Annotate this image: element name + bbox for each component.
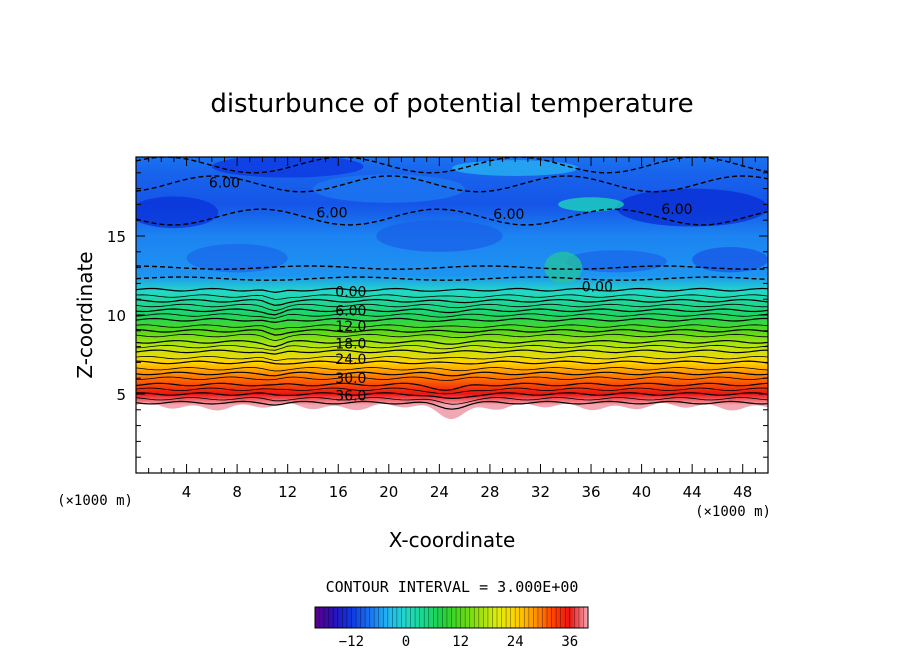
contour-solid-9 [136, 333, 768, 342]
contour-label-0: 6.00 [209, 175, 240, 191]
field-anomalies [136, 157, 768, 284]
contour-solid-11 [136, 344, 768, 351]
contour-label-2: 6.00 [493, 207, 524, 223]
contour-interval-label: CONTOUR INTERVAL = 3.000E+00 [326, 578, 579, 596]
x-tick-label-7: 32 [531, 483, 550, 501]
contour-solid-15 [136, 367, 768, 372]
contour-dashed-3 [136, 175, 768, 193]
anomaly-3 [312, 174, 465, 203]
x-tick-label-11: 48 [733, 483, 752, 501]
x-tick-label-10: 44 [683, 483, 702, 501]
contour-solid-1 [136, 294, 768, 300]
plot-area [136, 157, 768, 473]
cbar-tick-label-3: 24 [507, 634, 524, 650]
x-tick-label-9: 40 [632, 483, 651, 501]
contour-dashed-2 [136, 208, 768, 226]
contour-dashed-4 [136, 157, 768, 174]
contour-label-1: 6.00 [316, 205, 347, 221]
x-axis-unit-left: (×1000 m) [57, 493, 133, 509]
contour-dashed-0 [136, 276, 768, 281]
x-tick-label-5: 24 [430, 483, 449, 501]
y-tick-label-2: 15 [107, 228, 126, 246]
contour-solid-0 [136, 287, 768, 294]
cbar-tick-label-4: 36 [561, 634, 578, 650]
x-axis: 4 8 12 16 20 24 28 32 36 40 44 48 [148, 157, 756, 501]
x-tick-label-8: 36 [581, 483, 600, 501]
contour-label-3: 6.00 [661, 202, 692, 218]
contour-label-10: 30.0 [335, 371, 366, 387]
x-axis-label: X-coordinate [389, 528, 516, 552]
y-axis-label: Z-coordinate [73, 251, 97, 378]
contour-solid-21 [136, 397, 768, 405]
cbar-tick-label-2: 12 [452, 634, 469, 650]
x-tick-label-3: 16 [329, 483, 348, 501]
contour-solid-8 [136, 328, 768, 336]
contour-solid-22 [136, 400, 768, 410]
anomaly-0 [136, 196, 219, 229]
anomaly-10 [692, 247, 768, 273]
contour-label-11: 36.0 [335, 389, 366, 405]
contour-solid-12 [136, 349, 768, 355]
contour-label-7: 12.0 [335, 319, 366, 335]
contour-solid-2 [136, 298, 768, 307]
chart-title: disturbunce of potential temperature [210, 89, 693, 119]
y-tick-label-1: 10 [107, 307, 126, 325]
x-tick-label-2: 12 [278, 483, 297, 501]
colorbar-ticks: −12 0 12 24 36 [339, 634, 578, 650]
contour-label-6: 6.00 [335, 303, 366, 319]
contour-label-9: 24.0 [335, 352, 366, 368]
colorbar-separators [319, 607, 584, 628]
anomaly-2 [616, 188, 768, 227]
cbar-tick-label-0: −12 [339, 634, 364, 650]
potential-temperature-field [136, 157, 768, 420]
contour-label-8: 18.0 [335, 336, 366, 352]
contour-solid-6 [136, 317, 768, 324]
contour-solid-16 [136, 371, 768, 377]
contour-solid-18 [136, 382, 768, 391]
anomaly-4 [376, 220, 503, 252]
contour-solid-13 [136, 355, 768, 362]
anomaly-8 [544, 251, 583, 284]
contour-label-4: 0.00 [335, 284, 366, 300]
anomaly-9 [452, 160, 579, 176]
contour-label-group: 6.006.00 6.00 6.000.00 0.006.0012.018.024.0… [209, 175, 693, 404]
contour-solid-17 [136, 376, 768, 381]
x-tick-label-1: 8 [232, 483, 242, 501]
contour-solid-20 [136, 392, 768, 400]
contour-solid-5 [136, 313, 768, 319]
anomaly-5 [186, 243, 288, 273]
contour-solid-4 [136, 308, 768, 316]
x-tick-label-0: 4 [182, 483, 192, 501]
contour-solid-14 [136, 360, 768, 365]
contour-solid-10 [136, 339, 768, 348]
y-axis: 5 10 15 [107, 172, 768, 458]
x-tick-label-6: 28 [480, 483, 499, 501]
x-tick-label-4: 20 [379, 483, 398, 501]
contour-lines [136, 157, 768, 410]
contour-dashed-1 [136, 265, 768, 270]
y-tick-label-0: 5 [116, 386, 126, 404]
contour-solid-19 [136, 387, 768, 395]
anomaly-7 [558, 197, 624, 212]
cbar-tick-label-1: 0 [402, 634, 410, 650]
contour-solid-7 [136, 324, 768, 330]
x-axis-unit-right: (×1000 m) [695, 504, 771, 520]
contour-label-5: 0.00 [582, 280, 613, 296]
contour-solid-3 [136, 303, 768, 312]
